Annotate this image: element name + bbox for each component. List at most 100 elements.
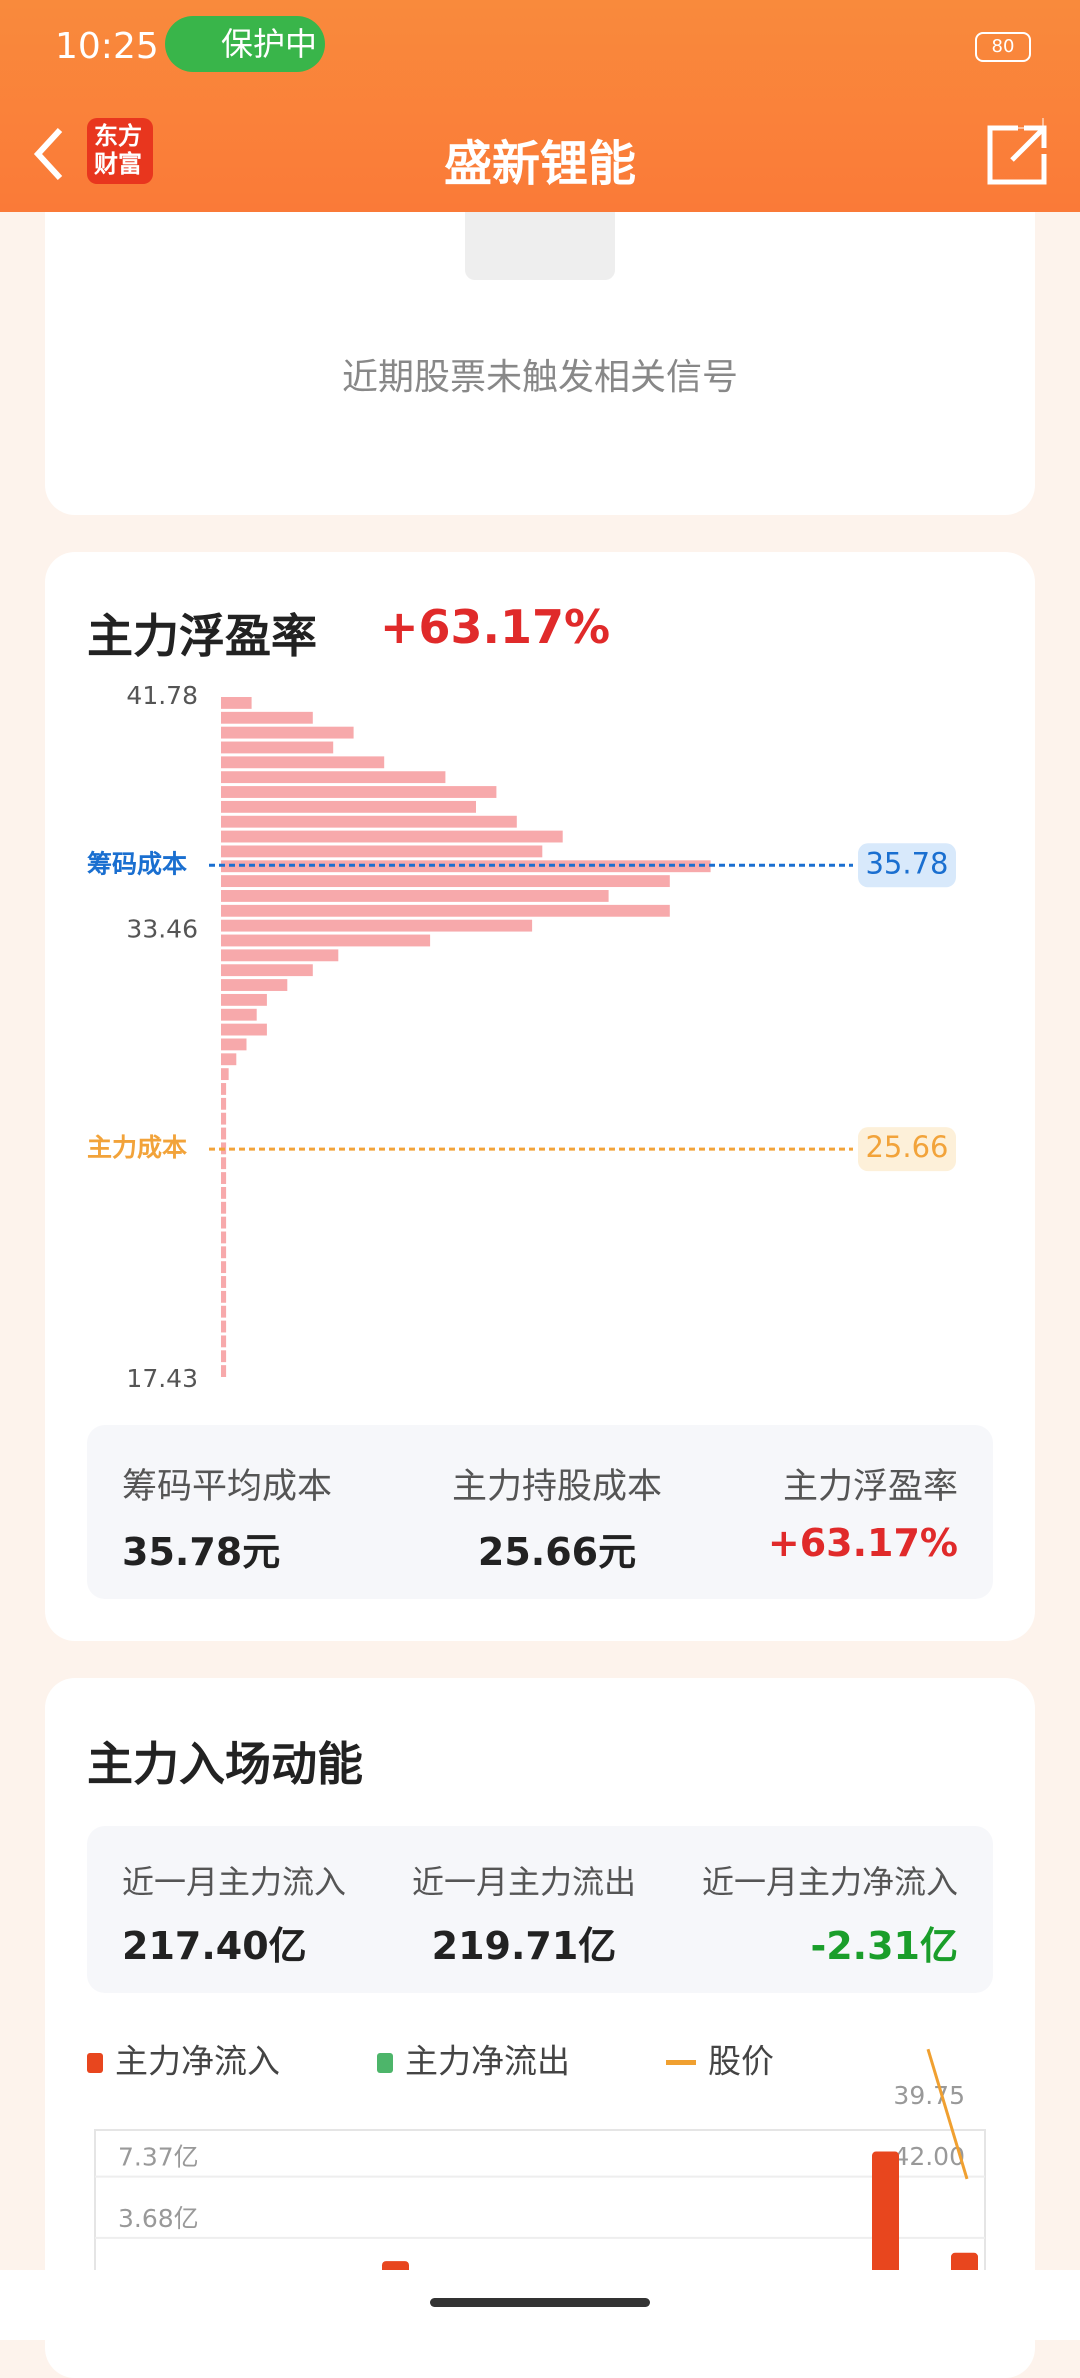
- signal-card: 近期股票未触发相关信号: [45, 212, 1035, 515]
- chip-bar: [221, 815, 517, 828]
- home-handle[interactable]: [430, 2298, 650, 2307]
- y2-tick-label: 39.75: [893, 2081, 965, 2110]
- legend-swatch: [87, 2053, 103, 2073]
- chip-bar: [221, 1068, 229, 1081]
- y-tick-label: 3.68亿: [118, 2204, 199, 2233]
- chip-bar: [221, 1350, 227, 1363]
- chip-bar: [221, 934, 431, 947]
- legend-label: 主力净流出: [405, 2042, 570, 2081]
- chip-bar: [221, 979, 288, 991]
- cost-pill: [858, 843, 956, 888]
- chip-bar: [221, 830, 563, 843]
- time: 10:25: [55, 26, 159, 67]
- chip-bar: [221, 756, 385, 769]
- chip-bar: [221, 1038, 247, 1051]
- chip-bar: [221, 1216, 227, 1229]
- cost-line-name: 筹码成本: [87, 849, 187, 878]
- chip-bar: [221, 771, 446, 784]
- profit-rate: +63.17%: [380, 600, 611, 654]
- chip-bar: [221, 1276, 227, 1288]
- chip-bar: [221, 1305, 227, 1318]
- y-tick-label: 17.43: [126, 1364, 198, 1393]
- flow-card: [45, 1678, 1035, 2378]
- chip-bar: [221, 904, 670, 917]
- y2-tick-label: 42.00: [893, 2142, 965, 2171]
- stat-value: 217.40亿: [122, 1924, 307, 1968]
- y-tick-label: 33.46: [126, 914, 198, 943]
- logo: [87, 118, 153, 184]
- logo-bottom: 财富: [94, 150, 142, 178]
- cost-line-name: 主力成本: [87, 1133, 187, 1162]
- profit-stats: [87, 1425, 993, 1599]
- chip-bar: [221, 1083, 227, 1095]
- stat-label: 近一月主力流入: [122, 1863, 347, 1901]
- share[interactable]: [987, 125, 1047, 185]
- stat-value: +63.17%: [767, 1521, 958, 1565]
- legend-swatch: [377, 2053, 393, 2073]
- chip-bar: [221, 919, 533, 932]
- logo-text: 东方 财富: [94, 122, 142, 178]
- chip-bar: [221, 1246, 227, 1259]
- chip-bar: [221, 1231, 227, 1244]
- chip-bar: [221, 1157, 227, 1170]
- protect-badge: 保护中: [165, 16, 325, 72]
- flow-stats: [87, 1826, 993, 1993]
- chip-bar: [221, 1172, 227, 1184]
- y-tick-label: 7.37亿: [118, 2143, 199, 2172]
- page-title: 盛新锂能: [443, 136, 636, 192]
- cost-pill: [858, 1127, 956, 1172]
- chip-bar: [221, 890, 609, 902]
- battery: 80: [975, 32, 1031, 62]
- chip-bar: [221, 711, 313, 724]
- chip-bar: [221, 860, 711, 873]
- chip-bar: [221, 800, 476, 813]
- bar: [872, 2151, 899, 2281]
- stat-value: 25.66元: [477, 1530, 637, 1574]
- stat-label: 主力浮盈率: [782, 1467, 958, 1507]
- chip-bar: [221, 993, 267, 1006]
- empty-illustration: [465, 212, 615, 280]
- chip-bar: [221, 875, 670, 888]
- chip-chart: 41.78 33.46 17.43 筹码成本 35.78 主力成本 25.66: [87, 681, 956, 1393]
- chip-bar: [221, 964, 313, 977]
- chip-bar: [221, 1053, 237, 1066]
- chip-bar: [221, 1097, 227, 1110]
- chip-bar: [221, 1127, 227, 1140]
- price-line: [926, 2048, 969, 2180]
- cost-value: 25.66: [865, 1130, 948, 1164]
- chip-bar: [221, 1008, 257, 1021]
- chip-bar: [221, 1186, 227, 1199]
- card-title: 主力浮盈率: [87, 609, 317, 663]
- chip-bar: [221, 1112, 227, 1125]
- chip-bar: [221, 1320, 227, 1333]
- legend-label: 股价: [708, 2042, 774, 2081]
- chip-bar: [221, 949, 339, 962]
- stat-value: 219.71亿: [431, 1924, 617, 1968]
- stat-label: 近一月主力净流入: [701, 1863, 958, 1901]
- chip-bar: [221, 1261, 227, 1274]
- chip-bar: [221, 786, 497, 798]
- stat-value: 35.78元: [122, 1530, 281, 1574]
- card-title: 主力入场动能: [87, 1737, 363, 1791]
- empty-text: 近期股票未触发相关信号: [341, 357, 738, 398]
- stat-label: 筹码平均成本: [122, 1467, 333, 1507]
- chip-bar: [221, 845, 543, 858]
- y-tick-label: 41.78: [126, 681, 198, 710]
- stat-label: 近一月主力流出: [411, 1863, 636, 1901]
- nav-bar: [0, 2270, 1080, 2340]
- legend-label: 主力净流入: [115, 2042, 280, 2081]
- chip-bar: [221, 1290, 227, 1303]
- chip-bar: [221, 697, 252, 709]
- stat-label: 主力持股成本: [451, 1467, 662, 1507]
- chip-bar: [221, 741, 334, 754]
- chip-bar: [221, 1365, 227, 1377]
- logo-top: 东方: [94, 122, 142, 150]
- chip-bar: [221, 1023, 267, 1036]
- header-icons[interactable]: [0, 100, 1080, 212]
- back[interactable]: [33, 127, 63, 181]
- chip-bar: [221, 1335, 227, 1348]
- chip-bar: [221, 726, 354, 739]
- cost-value: 35.78: [865, 846, 948, 880]
